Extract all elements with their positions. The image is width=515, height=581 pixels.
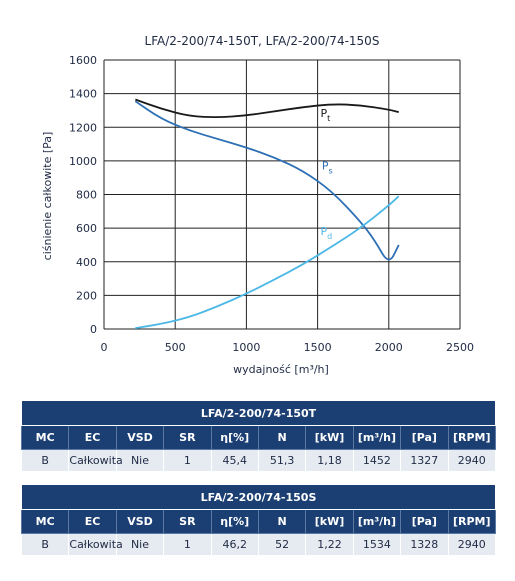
x-tick-label: 0: [101, 341, 108, 354]
x-axis-label: wydajność [m³/h]: [233, 363, 329, 376]
header-cell: EC: [68, 509, 117, 534]
header-cell: [m³/h]: [352, 425, 402, 450]
header-cell: η[%]: [210, 425, 259, 450]
value-cell: Całkowita: [68, 449, 123, 472]
pressure-flow-chart: LFA/2-200/74-150T, LFA/2-200/74-150S 0 50…: [41, 34, 474, 376]
header-cell: [RPM]: [447, 509, 497, 534]
y-axis-label: ciśnienie całkowite [Pa]: [41, 132, 54, 261]
header-cell: [kW]: [305, 509, 354, 534]
series-label-ps: Ps: [322, 159, 333, 175]
header-cell: [m³/h]: [352, 509, 402, 534]
value-cell: 2940: [447, 533, 497, 556]
series-label-pt: Pt: [320, 107, 330, 123]
series-label-pd: Pd: [320, 225, 332, 241]
x-tick-label: 1000: [232, 341, 260, 354]
header-cell: [kW]: [305, 425, 354, 450]
chart-title: LFA/2-200/74-150T, LFA/2-200/74-150S: [145, 34, 380, 48]
value-cell: Całkowita: [68, 533, 123, 556]
y-tick-label: 1200: [69, 121, 97, 134]
table-header-row: MC EC VSD SR η[%] N [kW] [m³/h] [Pa] [RP…: [20, 425, 497, 450]
value-cell: 1: [163, 533, 212, 556]
value-cell: 1534: [352, 533, 402, 556]
y-tick-label: 400: [76, 256, 97, 269]
header-cell: η[%]: [210, 509, 259, 534]
header-cell: EC: [68, 425, 117, 450]
value-cell: 1452: [352, 449, 402, 472]
y-tick-label: 600: [76, 222, 97, 235]
header-cell: N: [257, 509, 307, 534]
header-cell: VSD: [115, 425, 165, 450]
value-cell: 1: [163, 449, 212, 472]
header-cell: VSD: [115, 509, 165, 534]
value-cell: 52: [257, 533, 307, 556]
x-tick-label: 2000: [375, 341, 403, 354]
chart-series-labels: Pt Ps Pd: [320, 107, 332, 241]
chart-ticks: 0 500 1000 1500 2000 2500 0 200 400 600 800 1000 120…: [69, 54, 474, 354]
chart-series: [134, 98, 400, 330]
header-cell: [Pa]: [400, 509, 449, 534]
header-cell: SR: [163, 509, 212, 534]
value-cell: 51,3: [257, 449, 307, 472]
y-tick-label: 800: [76, 189, 97, 202]
series-line-ps: [134, 100, 400, 261]
value-cell: Nie: [115, 533, 165, 556]
table-header-row: MC EC VSD SR η[%] N [kW] [m³/h] [Pa] [RP…: [20, 509, 497, 534]
value-cell: 1,22: [305, 533, 354, 556]
value-cell: Nie: [115, 449, 165, 472]
spec-table-150s: LFA/2-200/74-150S MC EC VSD SR η[%] N [k…: [20, 484, 497, 556]
y-tick-label: 200: [76, 289, 97, 302]
value-cell: 1327: [400, 449, 449, 472]
header-cell: MC: [20, 509, 70, 534]
header-cell: N: [257, 425, 307, 450]
table-row: B Całkowita Nie 1 45,4 51,3 1,18 1452 13…: [20, 449, 497, 472]
y-tick-label: 1600: [69, 54, 97, 67]
value-cell: 1328: [400, 533, 449, 556]
y-tick-label: 1400: [69, 88, 97, 101]
y-tick-label: 0: [90, 323, 97, 336]
x-tick-label: 2500: [446, 341, 474, 354]
value-cell: 45,4: [210, 449, 259, 472]
table-row: B Całkowita Nie 1 46,2 52 1,22 1534 1328…: [20, 533, 497, 556]
value-cell: 1,18: [305, 449, 354, 472]
x-tick-label: 500: [165, 341, 186, 354]
header-cell: [RPM]: [447, 425, 497, 450]
chart-grid: [103, 59, 461, 330]
spec-table-150t: LFA/2-200/74-150T MC EC VSD SR η[%] N [k…: [20, 400, 497, 472]
value-cell: 2940: [447, 449, 497, 472]
series-line-pt: [135, 98, 399, 119]
value-cell: B: [20, 449, 70, 472]
table-title: LFA/2-200/74-150T: [21, 400, 496, 426]
header-cell: SR: [163, 425, 212, 450]
header-cell: [Pa]: [400, 425, 449, 450]
y-tick-label: 1000: [69, 155, 97, 168]
x-tick-label: 1500: [304, 341, 332, 354]
value-cell: 46,2: [210, 533, 259, 556]
table-title: LFA/2-200/74-150S: [21, 484, 496, 510]
series-line-pd: [135, 195, 400, 330]
header-cell: MC: [20, 425, 70, 450]
value-cell: B: [20, 533, 70, 556]
